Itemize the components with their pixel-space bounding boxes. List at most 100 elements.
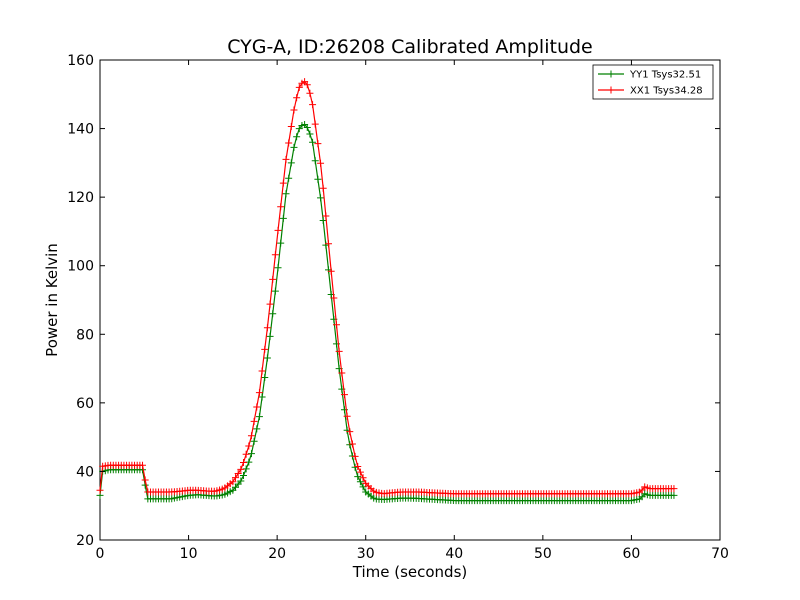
data-point <box>237 477 245 485</box>
data-point <box>354 462 362 470</box>
data-point <box>250 437 258 445</box>
legend-label: YY1 Tsys32.51 <box>629 70 701 81</box>
y-axis-label: Power in Kelvin <box>43 243 61 357</box>
x-tick-label: 30 <box>357 546 375 562</box>
data-point <box>253 425 261 433</box>
data-point <box>139 461 147 469</box>
data-point <box>356 478 364 486</box>
x-tick-label: 60 <box>623 546 641 562</box>
data-point <box>338 369 346 377</box>
data-point <box>295 83 303 91</box>
y-tick-label: 40 <box>76 464 94 480</box>
y-tick-label: 20 <box>76 533 94 549</box>
data-point <box>269 275 277 283</box>
x-tick-label: 0 <box>96 546 105 562</box>
data-point <box>354 473 362 481</box>
data-point <box>319 216 327 224</box>
x-tick-label: 50 <box>534 546 552 562</box>
data-point <box>261 345 269 353</box>
data-point <box>263 354 271 362</box>
data-point <box>293 133 301 141</box>
data-point <box>96 486 104 494</box>
y-tick-label: 160 <box>67 53 94 69</box>
data-point <box>670 485 678 493</box>
data-point <box>271 287 279 295</box>
chart-title: CYG-A, ID:26208 Calibrated Amplitude <box>227 36 592 58</box>
data-point <box>322 212 330 220</box>
data-point <box>290 143 298 151</box>
data-point <box>285 174 293 182</box>
data-point <box>346 428 354 436</box>
data-point <box>279 179 287 187</box>
series-2 <box>96 78 678 498</box>
data-point <box>325 240 333 248</box>
data-point <box>282 155 290 163</box>
data-point <box>317 194 325 202</box>
series-1 <box>96 120 678 505</box>
legend-label: XX1 Tsys34.28 <box>630 86 703 97</box>
data-point <box>258 393 266 401</box>
data-point <box>306 130 314 138</box>
data-point <box>332 321 340 329</box>
data-point <box>290 106 298 114</box>
data-point <box>237 465 245 473</box>
data-point <box>348 440 356 448</box>
data-point <box>670 491 678 499</box>
y-tick-label: 120 <box>67 190 94 206</box>
legend-entry: XX1 Tsys34.28 <box>598 86 703 97</box>
x-tick-label: 10 <box>180 546 198 562</box>
data-point <box>319 184 327 192</box>
x-tick-label: 40 <box>445 546 463 562</box>
x-tick-label: 70 <box>711 546 729 562</box>
data-point <box>274 226 282 234</box>
data-point <box>232 474 240 482</box>
data-point <box>239 459 247 467</box>
data-point <box>239 472 247 480</box>
legend-entries: YY1 Tsys32.51 XX1 Tsys34.28 <box>598 70 703 97</box>
data-point <box>330 294 338 302</box>
legend: YY1 Tsys32.51 XX1 Tsys34.28 <box>592 64 714 100</box>
x-tick-label: 20 <box>268 546 286 562</box>
data-point <box>242 465 250 473</box>
data-point <box>258 367 266 375</box>
data-point <box>356 468 364 476</box>
data-point <box>293 94 301 102</box>
data-point <box>314 140 322 148</box>
data-point <box>255 413 263 421</box>
data-point <box>277 239 285 247</box>
y-tick-label: 60 <box>76 396 94 412</box>
data-point <box>311 120 319 128</box>
plot-frame <box>99 59 721 541</box>
data-point <box>234 469 242 477</box>
data-point <box>335 347 343 355</box>
y-tick-label: 140 <box>67 122 94 138</box>
data-point <box>247 432 255 440</box>
data-point <box>253 403 261 411</box>
data-point <box>266 332 274 340</box>
data-point <box>269 310 277 318</box>
data-point <box>317 159 325 167</box>
y-tick-label: 100 <box>67 259 94 275</box>
series-layer <box>96 78 678 505</box>
data-point <box>311 157 319 165</box>
data-point <box>250 417 258 425</box>
legend-box <box>592 64 714 100</box>
data-point <box>351 452 359 460</box>
data-point <box>287 159 295 167</box>
data-point <box>271 251 279 259</box>
data-point <box>263 324 271 332</box>
data-point <box>266 300 274 308</box>
data-point <box>343 412 351 420</box>
data-point <box>141 476 149 484</box>
data-point <box>340 391 348 399</box>
data-point <box>247 450 255 458</box>
data-point <box>261 373 269 381</box>
legend-marker <box>607 86 615 94</box>
data-point <box>242 450 250 458</box>
data-point <box>279 214 287 222</box>
data-point <box>285 139 293 147</box>
plot-area: 0 10 20 30 40 50 60 70 20 40 60 80 100 120 140 160 <box>67 53 729 562</box>
data-point <box>229 478 237 486</box>
data-point <box>359 474 367 482</box>
